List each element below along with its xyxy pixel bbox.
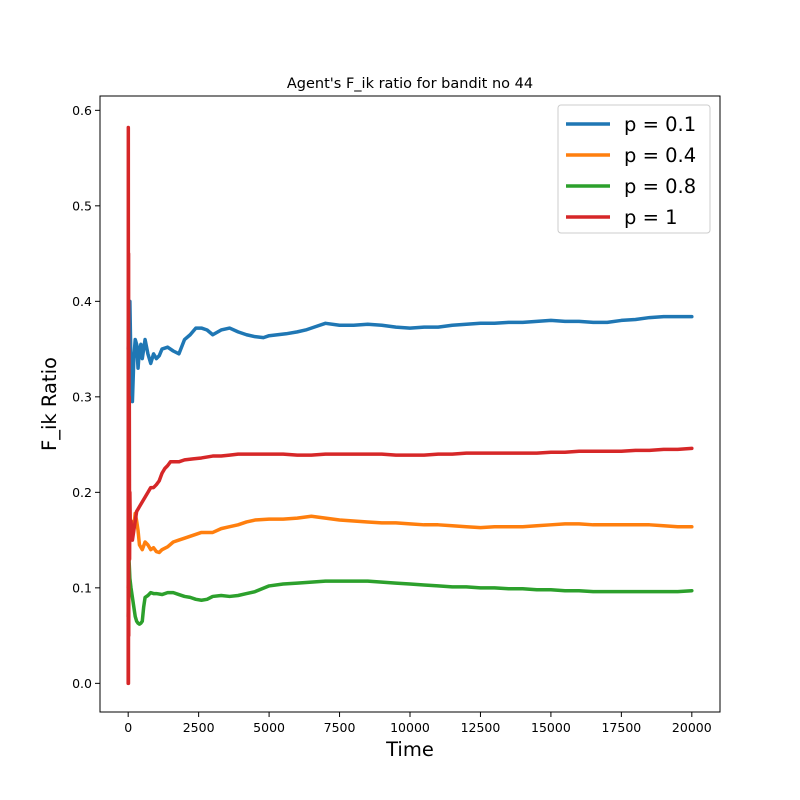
y-tick-label: 0.6 — [72, 103, 92, 118]
series-line-2 — [126, 511, 694, 590]
y-tick-label: 0.0 — [72, 676, 92, 691]
x-tick-label: 17500 — [601, 720, 641, 735]
series-line-3 — [126, 557, 694, 626]
y-tick-label: 0.5 — [72, 198, 92, 213]
plot-area — [99, 95, 721, 713]
legend-label: p = 0.1 — [624, 113, 696, 136]
x-tick-label: 12500 — [461, 720, 501, 735]
x-tick-label: 5000 — [253, 720, 285, 735]
chart-title: Agent's F_ik ratio for bandit no 44 — [287, 76, 533, 92]
y-tick-label: 0.1 — [72, 580, 92, 595]
y-tick-label: 0.4 — [72, 294, 92, 309]
y-axis-label: F_ik Ratio — [38, 357, 61, 451]
series-line-1 — [126, 299, 694, 404]
x-tick-label: 20000 — [672, 720, 712, 735]
x-tick-label: 7500 — [324, 720, 356, 735]
legend-box — [557, 104, 711, 234]
x-tick-label: 2500 — [183, 720, 215, 735]
x-axis-label: Time — [385, 738, 434, 761]
series-layer — [126, 125, 694, 686]
y-tick-label: 0.3 — [72, 389, 92, 404]
legend-label: p = 0.4 — [624, 144, 696, 167]
y-tick-label: 0.2 — [72, 485, 92, 500]
x-tick-label: 10000 — [390, 720, 430, 735]
series-line-4 — [126, 125, 694, 686]
y-axis-ticks: 0.0 0.1 0.2 0.3 0.4 0.5 0.6 — [72, 103, 100, 691]
x-tick-label: 0 — [124, 720, 132, 735]
legend-entries: p = 0.1 p = 0.4 p = 0.8 p = 1 — [566, 113, 696, 229]
legend-label: p = 1 — [624, 206, 678, 229]
legend-label: p = 0.8 — [624, 175, 696, 198]
x-tick-label: 15000 — [531, 720, 571, 735]
legend: p = 0.1 p = 0.4 p = 0.8 p = 1 — [557, 104, 711, 234]
x-axis-ticks: 0 2500 5000 7500 10000 12500 15000 17500 20000 — [124, 712, 712, 735]
